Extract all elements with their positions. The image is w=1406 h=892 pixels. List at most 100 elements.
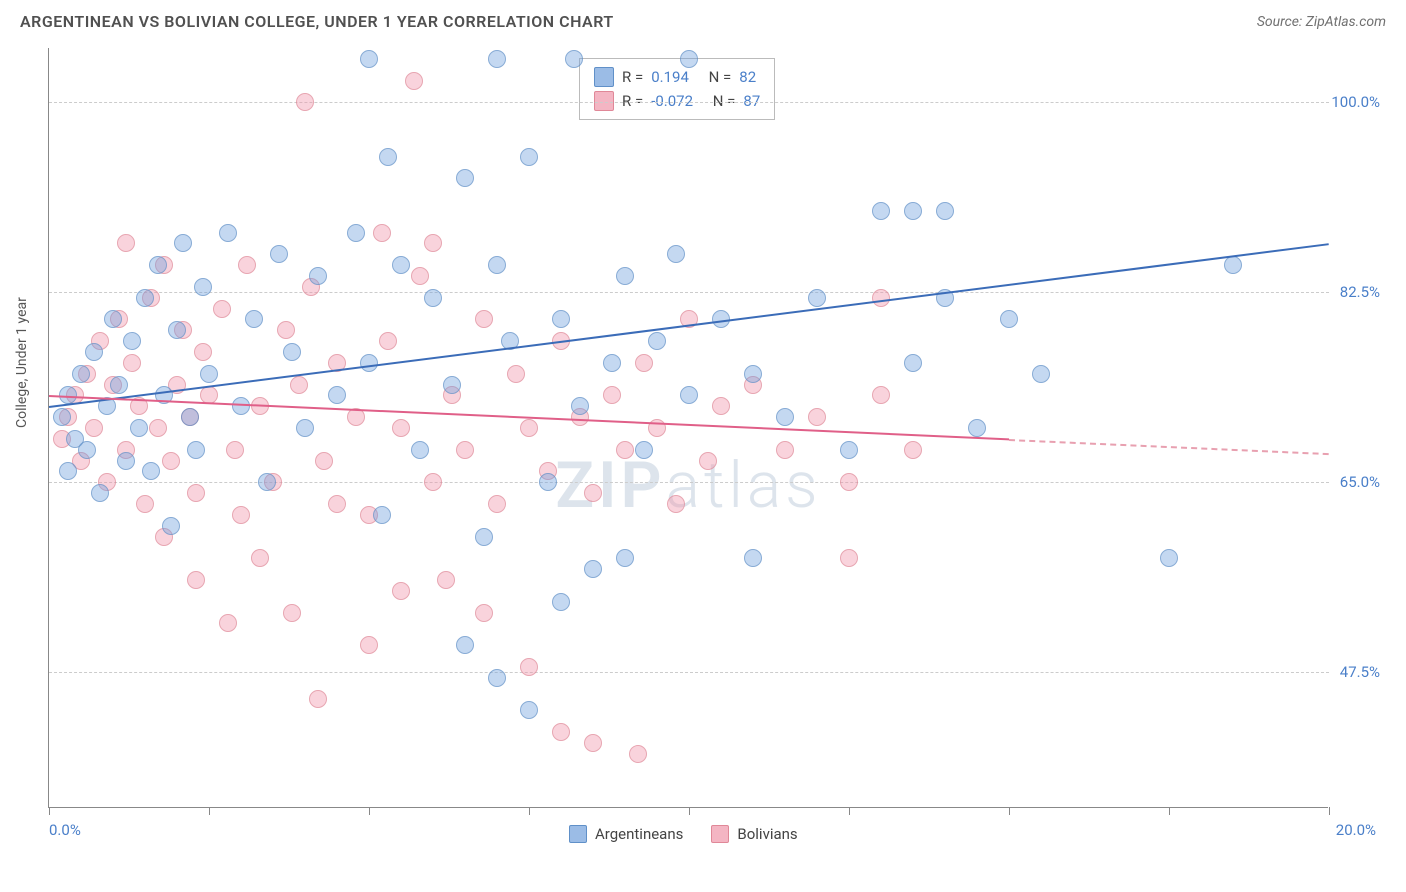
legend-item-bolivians: Bolivians bbox=[711, 825, 797, 843]
x-tick bbox=[1169, 807, 1170, 815]
data-point bbox=[712, 397, 730, 415]
data-point bbox=[552, 723, 570, 741]
data-point bbox=[648, 332, 666, 350]
y-tick-label: 65.0% bbox=[1340, 473, 1380, 491]
source-attribution: Source: ZipAtlas.com bbox=[1257, 14, 1386, 30]
data-point bbox=[456, 636, 474, 654]
data-point bbox=[85, 343, 103, 361]
data-point bbox=[219, 224, 237, 242]
r-value-argentineans: 0.194 bbox=[651, 68, 689, 86]
data-point bbox=[168, 321, 186, 339]
data-point bbox=[520, 701, 538, 719]
data-point bbox=[840, 549, 858, 567]
data-point bbox=[584, 734, 602, 752]
data-point bbox=[424, 473, 442, 491]
data-point bbox=[373, 506, 391, 524]
trend-line bbox=[1009, 439, 1329, 455]
data-point bbox=[194, 278, 212, 296]
data-point bbox=[552, 310, 570, 328]
data-point bbox=[232, 397, 250, 415]
data-point bbox=[936, 202, 954, 220]
data-point bbox=[379, 332, 397, 350]
data-point bbox=[162, 517, 180, 535]
x-tick bbox=[529, 807, 530, 815]
data-point bbox=[584, 560, 602, 578]
data-point bbox=[680, 386, 698, 404]
r-label: R = bbox=[622, 92, 643, 110]
data-point bbox=[488, 495, 506, 513]
gridline bbox=[49, 672, 1329, 673]
x-tick bbox=[209, 807, 210, 815]
y-axis-label: College, Under 1 year bbox=[14, 297, 30, 428]
data-point bbox=[1032, 365, 1050, 383]
data-point bbox=[59, 462, 77, 480]
n-label: N = bbox=[713, 92, 736, 110]
data-point bbox=[136, 289, 154, 307]
plot-area: ZIPatlas R = 0.194 N = 82 R = -0.072 N =… bbox=[48, 48, 1328, 808]
data-point bbox=[411, 267, 429, 285]
data-point bbox=[904, 202, 922, 220]
data-point bbox=[142, 462, 160, 480]
x-tick bbox=[1009, 807, 1010, 815]
data-point bbox=[475, 310, 493, 328]
data-point bbox=[968, 419, 986, 437]
gridline bbox=[49, 292, 1329, 293]
data-point bbox=[251, 549, 269, 567]
data-point bbox=[360, 636, 378, 654]
data-point bbox=[194, 343, 212, 361]
r-label: R = bbox=[622, 68, 643, 86]
x-axis-min-label: 0.0% bbox=[49, 821, 81, 839]
data-point bbox=[488, 50, 506, 68]
x-tick bbox=[849, 807, 850, 815]
legend-swatch-bolivians bbox=[594, 91, 614, 111]
legend-label-bolivians: Bolivians bbox=[737, 825, 797, 843]
data-point bbox=[232, 506, 250, 524]
x-axis-max-label: 20.0% bbox=[1336, 821, 1376, 839]
data-point bbox=[373, 224, 391, 242]
data-point bbox=[904, 441, 922, 459]
data-point bbox=[309, 267, 327, 285]
data-point bbox=[437, 571, 455, 589]
data-point bbox=[744, 365, 762, 383]
data-point bbox=[475, 604, 493, 622]
data-point bbox=[187, 571, 205, 589]
gridline bbox=[49, 482, 1329, 483]
data-point bbox=[616, 267, 634, 285]
data-point bbox=[872, 202, 890, 220]
data-point bbox=[149, 419, 167, 437]
data-point bbox=[840, 441, 858, 459]
data-point bbox=[507, 365, 525, 383]
x-tick bbox=[689, 807, 690, 815]
data-point bbox=[584, 484, 602, 502]
data-point bbox=[72, 365, 90, 383]
legend-swatch-argentineans bbox=[594, 67, 614, 87]
data-point bbox=[347, 224, 365, 242]
data-point bbox=[238, 256, 256, 274]
data-point bbox=[328, 495, 346, 513]
legend-label-argentineans: Argentineans bbox=[595, 825, 683, 843]
data-point bbox=[635, 441, 653, 459]
data-point bbox=[130, 419, 148, 437]
data-point bbox=[328, 386, 346, 404]
data-point bbox=[776, 408, 794, 426]
data-point bbox=[616, 549, 634, 567]
data-point bbox=[104, 310, 122, 328]
data-point bbox=[571, 397, 589, 415]
data-point bbox=[117, 452, 135, 470]
data-point bbox=[667, 245, 685, 263]
data-point bbox=[405, 72, 423, 90]
source-prefix: Source: bbox=[1257, 14, 1306, 30]
n-value-bolivians: 87 bbox=[743, 92, 760, 110]
data-point bbox=[680, 50, 698, 68]
data-point bbox=[456, 169, 474, 187]
data-point bbox=[520, 148, 538, 166]
data-point bbox=[1160, 549, 1178, 567]
data-point bbox=[123, 332, 141, 350]
correlation-legend: R = 0.194 N = 82 R = -0.072 N = 87 bbox=[579, 58, 775, 120]
data-point bbox=[200, 365, 218, 383]
y-tick-label: 47.5% bbox=[1340, 663, 1380, 681]
data-point bbox=[85, 419, 103, 437]
data-point bbox=[315, 452, 333, 470]
data-point bbox=[226, 441, 244, 459]
data-point bbox=[91, 484, 109, 502]
